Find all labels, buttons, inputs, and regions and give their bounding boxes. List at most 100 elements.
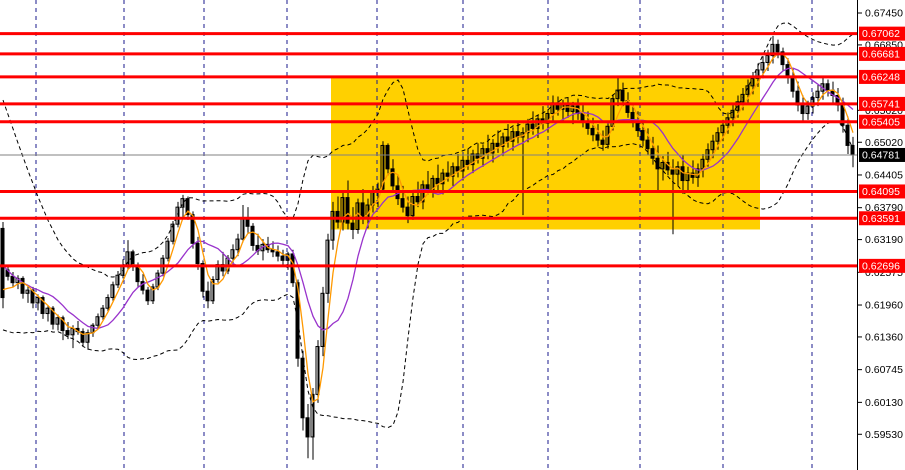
- candle: [385, 143, 390, 176]
- candle: [330, 201, 335, 250]
- candle-body-bearish: [600, 139, 605, 145]
- candle-body-bullish: [100, 307, 105, 318]
- level-price-label-text: 0.67062: [862, 28, 900, 40]
- candle-body-bearish: [270, 249, 275, 253]
- level-price-label-text: 0.65741: [862, 98, 900, 110]
- candle-body-bullish: [615, 89, 620, 100]
- candle-body-bearish: [200, 263, 205, 292]
- level-price-label-box: [859, 184, 905, 199]
- candle-body-bearish: [40, 297, 45, 315]
- y-axis-tick-label: 0.65020: [865, 137, 903, 149]
- current-price-label: 0.64781: [859, 147, 905, 162]
- level-price-label-box: [859, 46, 905, 61]
- level-price-label-box: [859, 96, 905, 111]
- candle-body-bullish: [805, 105, 810, 115]
- candle-body-bearish: [495, 142, 500, 148]
- candle: [295, 279, 300, 367]
- level-price-label-text: 0.64095: [862, 186, 900, 198]
- candle: [115, 270, 120, 288]
- candle-body-bullish: [720, 124, 725, 134]
- candle: [210, 276, 215, 304]
- candle-body-bullish: [25, 289, 30, 294]
- candle: [20, 276, 25, 299]
- candle-body-bearish: [690, 172, 695, 178]
- candle-body-bullish: [675, 166, 680, 175]
- candle: [610, 94, 615, 131]
- candle-body-bullish: [55, 317, 60, 325]
- level-price-label-text: 0.66681: [862, 48, 900, 60]
- candle: [205, 281, 210, 309]
- level-price-label: 0.66248: [859, 69, 905, 84]
- candle: [475, 143, 480, 164]
- candle: [175, 201, 180, 228]
- candle: [320, 286, 325, 357]
- candle: [700, 153, 705, 178]
- candle-body-bearish: [195, 242, 200, 265]
- candle-body-bearish: [335, 210, 340, 223]
- candle-body-bullish: [715, 132, 720, 142]
- candle-body-bullish: [525, 123, 530, 134]
- level-price-label-box: [859, 26, 905, 41]
- candle-body-bullish: [440, 172, 445, 185]
- candle: [420, 180, 425, 210]
- candle-body-bearish: [845, 124, 850, 146]
- level-price-label-box: [859, 211, 905, 226]
- candle-body-bearish: [650, 148, 655, 159]
- candle-body-bearish: [145, 289, 150, 302]
- candle-body-bullish: [115, 274, 120, 286]
- candle-body-bullish: [235, 238, 240, 251]
- y-axis-tick-label: 0.64405: [865, 169, 903, 181]
- candle: [675, 161, 680, 186]
- candle-body-bearish: [620, 89, 625, 102]
- candle-body-bullish: [740, 93, 745, 103]
- y-axis-tick-label: 0.60130: [865, 397, 903, 409]
- candle-body-bearish: [205, 290, 210, 302]
- candle-body-bearish: [295, 282, 300, 359]
- candle: [305, 403, 310, 459]
- candle: [650, 136, 655, 165]
- candle: [180, 194, 185, 218]
- candle-body-bearish: [20, 277, 25, 294]
- candle-body-bullish: [35, 297, 40, 304]
- y-axis-tick-label: 0.67450: [865, 8, 903, 20]
- level-price-label: 0.63591: [859, 211, 905, 226]
- candle-body-bullish: [95, 316, 100, 326]
- candle-body-bullish: [610, 98, 615, 127]
- candle: [170, 220, 175, 245]
- candle-body-bullish: [310, 393, 315, 438]
- candle-body-bullish: [730, 109, 735, 119]
- highlight-rectangle[interactable]: [331, 76, 760, 230]
- candle-body-bullish: [45, 307, 50, 315]
- plot-area: [0, 0, 857, 470]
- candle-body-bullish: [470, 153, 475, 166]
- y-axis-tick-label: 0.60745: [865, 364, 903, 376]
- level-price-label: 0.65405: [859, 114, 905, 129]
- candle-body-bullish: [820, 83, 825, 92]
- candle: [415, 181, 420, 208]
- candle-body-bearish: [135, 265, 140, 283]
- level-price-label: 0.62696: [859, 258, 905, 273]
- candle-body-bearish: [645, 139, 650, 150]
- candle: [620, 82, 625, 107]
- candle-body-bearish: [345, 197, 350, 224]
- candle: [690, 160, 695, 184]
- candle: [470, 149, 475, 174]
- candle-body-bearish: [680, 166, 685, 182]
- candle-body-bearish: [65, 330, 70, 336]
- candle-body-bearish: [455, 166, 460, 172]
- y-axis-tick-label: 0.59530: [865, 429, 903, 441]
- level-price-label-box: [859, 258, 905, 273]
- candle: [300, 350, 305, 431]
- candle: [165, 238, 170, 262]
- candle-body-bearish: [300, 357, 305, 419]
- level-price-label-text: 0.63591: [862, 213, 900, 225]
- candle-body-bullish: [175, 206, 180, 225]
- candle: [410, 191, 415, 220]
- candle: [670, 159, 675, 235]
- candle-body-bullish: [155, 272, 160, 288]
- candle: [480, 144, 485, 167]
- current-price-label-text: 0.64781: [862, 149, 900, 161]
- candle-body-bullish: [315, 346, 320, 395]
- y-axis[interactable]: 0.674500.668500.656200.650200.644050.637…: [857, 0, 905, 470]
